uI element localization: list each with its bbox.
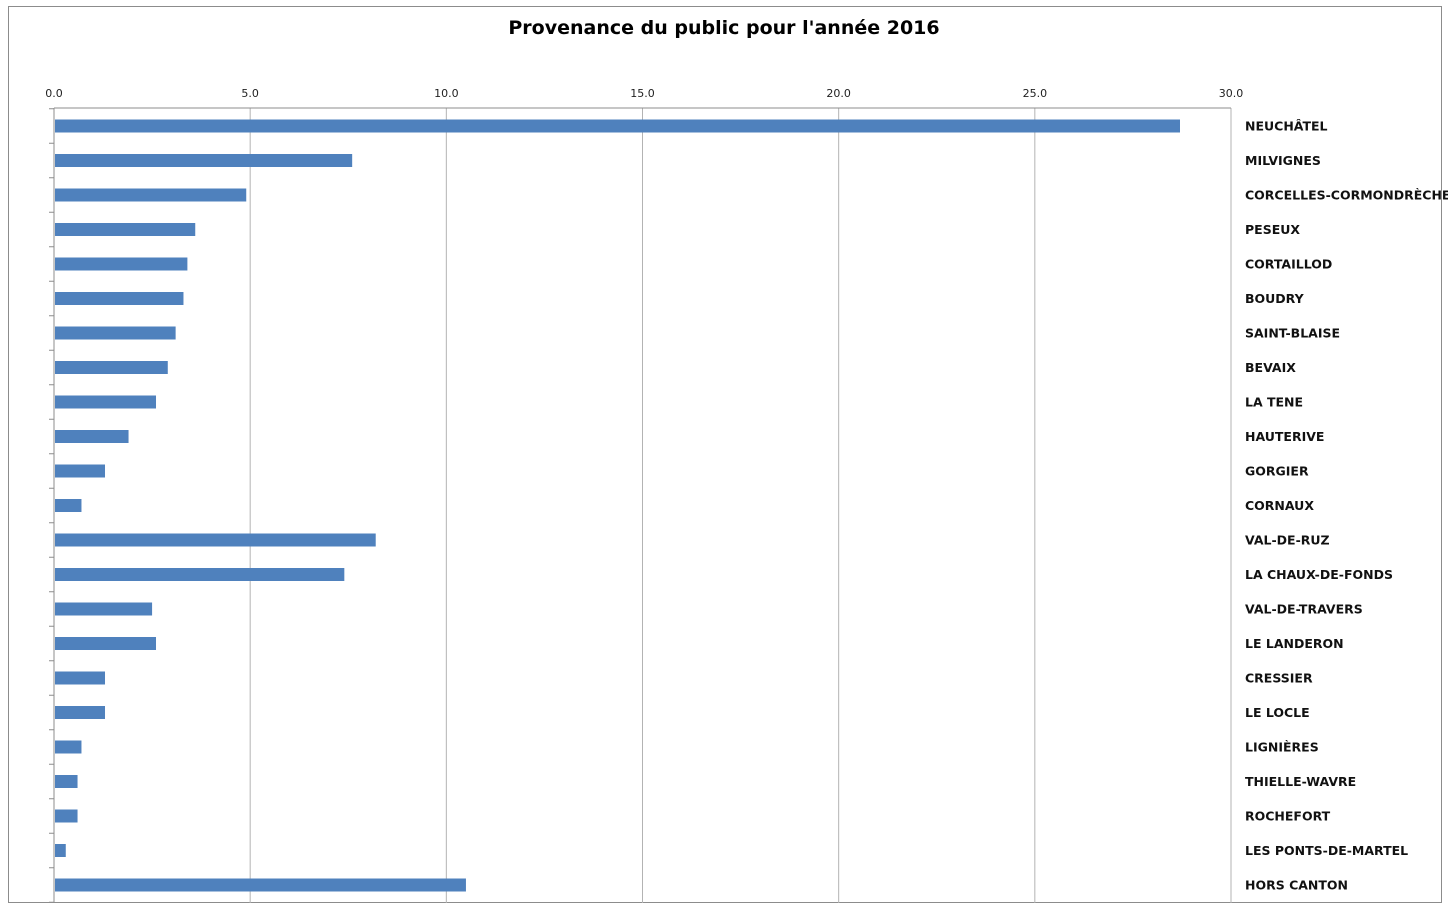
category-label: CORNAUX [1245,498,1314,513]
x-tick-label: 20.0 [826,87,851,100]
category-label: CORCELLES-CORMONDRÈCHE [1245,188,1448,203]
x-tick-label: 0.0 [45,87,63,100]
category-label: LA TENE [1245,395,1303,410]
category-label: CORTAILLOD [1245,257,1332,272]
chart-title: Provenance du public pour l'année 2016 [508,17,940,39]
category-label: MILVIGNES [1245,153,1321,168]
category-label: CRESSIER [1245,671,1313,686]
category-label: PESEUX [1245,222,1300,237]
category-label: ROCHEFORT [1245,809,1331,824]
category-label: BEVAIX [1245,360,1296,375]
x-tick-label: 25.0 [1023,87,1048,100]
bar [55,809,78,823]
bar [55,257,188,271]
bar [55,464,106,478]
category-label: HAUTERIVE [1245,429,1324,444]
bar [55,671,106,685]
bar [55,637,157,650]
category-label: LA CHAUX-DE-FONDS [1245,567,1393,582]
x-tick-label: 5.0 [241,87,259,100]
bar [55,602,153,616]
category-label: VAL-DE-RUZ [1245,533,1330,548]
bar [55,499,82,512]
x-tick-label: 15.0 [630,87,655,100]
category-label: THIELLE-WAVRE [1245,774,1356,789]
bar [55,188,247,202]
bar [55,119,1180,133]
category-label: LE LOCLE [1245,705,1310,720]
category-label: LIGNIÈRES [1245,740,1319,755]
bar [55,740,82,754]
bar [55,326,176,340]
category-label: GORGIER [1245,464,1309,479]
category-label: BOUDRY [1245,291,1305,306]
x-tick-label: 10.0 [434,87,459,100]
category-label: VAL-DE-TRAVERS [1245,602,1363,617]
bar [55,568,345,581]
bar [55,775,78,788]
category-label: LES PONTS-DE-MARTEL [1245,843,1408,858]
category-label: SAINT-BLAISE [1245,326,1340,341]
category-label: HORS CANTON [1245,878,1348,893]
bar [55,706,106,719]
bar [55,430,129,443]
x-tick-label: 30.0 [1219,87,1244,100]
bar [55,395,157,409]
bar [55,292,184,305]
bar [55,154,353,167]
bar [55,361,168,374]
category-label: NEUCHÂTEL [1245,119,1328,134]
bar [55,533,376,547]
bar [55,878,466,892]
category-label: LE LANDERON [1245,636,1344,651]
bar [55,844,66,857]
bar [55,223,196,236]
